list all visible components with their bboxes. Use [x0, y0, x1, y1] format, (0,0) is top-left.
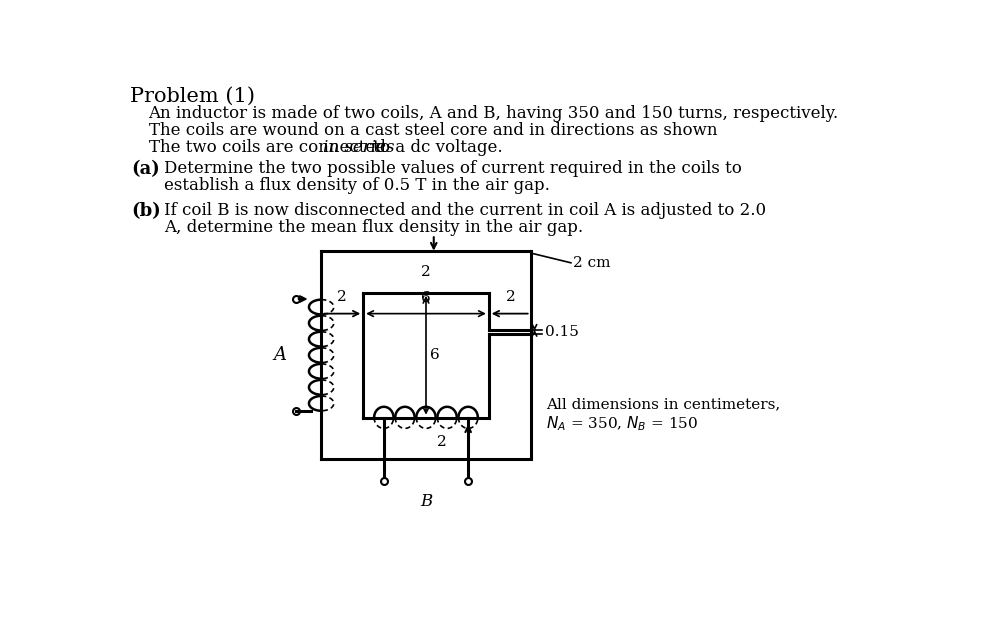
Text: A: A [273, 346, 286, 364]
Text: An inductor is made of two coils, A and B, having 350 and 150 turns, respectivel: An inductor is made of two coils, A and … [148, 105, 839, 122]
Text: in series: in series [323, 139, 394, 156]
Text: The two coils are connected: The two coils are connected [148, 139, 391, 156]
Text: Problem (1): Problem (1) [130, 87, 255, 106]
Text: 2: 2 [338, 290, 347, 305]
Text: 2: 2 [421, 265, 431, 279]
Text: B: B [420, 493, 432, 510]
Text: Determine the two possible values of current required in the coils to: Determine the two possible values of cur… [164, 161, 742, 177]
Text: (b): (b) [132, 202, 161, 220]
Text: A, determine the mean flux density in the air gap.: A, determine the mean flux density in th… [164, 219, 583, 236]
Text: 2: 2 [506, 290, 516, 305]
Text: (a): (a) [132, 161, 160, 179]
Text: 6: 6 [421, 291, 431, 305]
Text: to a dc voltage.: to a dc voltage. [368, 139, 503, 156]
Text: The coils are wound on a cast steel core and in directions as shown: The coils are wound on a cast steel core… [148, 122, 717, 139]
Text: $N_A$ = 350, $N_B$ = 150: $N_A$ = 350, $N_B$ = 150 [546, 415, 698, 433]
Text: 0.15: 0.15 [544, 324, 578, 339]
Text: All dimensions in centimeters,: All dimensions in centimeters, [546, 397, 780, 412]
Text: If coil B is now disconnected and the current in coil A is adjusted to 2.0: If coil B is now disconnected and the cu… [164, 202, 766, 219]
Text: 2 cm: 2 cm [573, 256, 611, 270]
Text: 2: 2 [437, 435, 446, 449]
Text: 6: 6 [430, 348, 440, 362]
Text: establish a flux density of 0.5 T in the air gap.: establish a flux density of 0.5 T in the… [164, 177, 549, 194]
